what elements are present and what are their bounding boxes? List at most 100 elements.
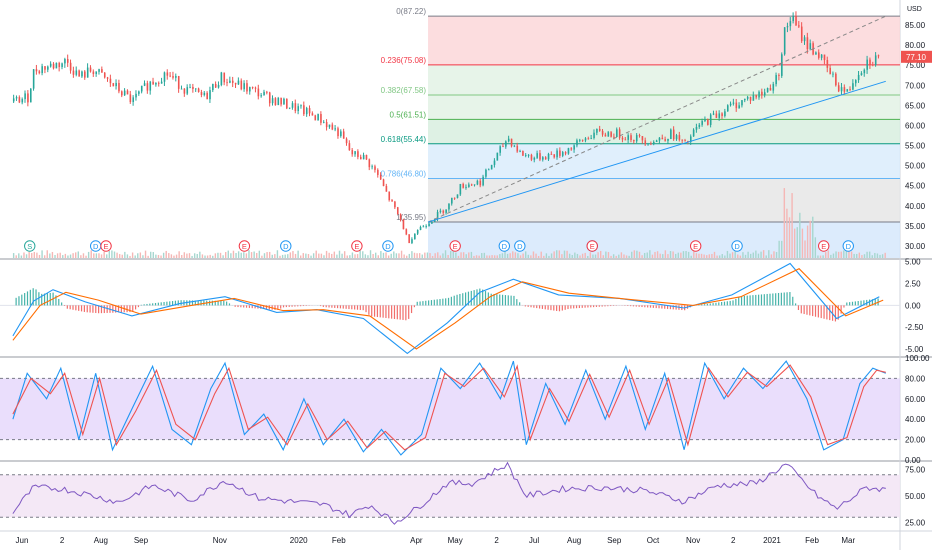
volume-bar xyxy=(626,255,627,258)
candle-body xyxy=(73,71,75,75)
candle-body xyxy=(488,169,490,170)
time-tick-label: Aug xyxy=(567,536,581,545)
volume-bar xyxy=(78,251,79,258)
macd-histogram-bar xyxy=(340,305,341,308)
volume-bar xyxy=(799,213,800,258)
volume-bar xyxy=(367,255,368,258)
macd-histogram-bar xyxy=(548,305,549,309)
volume-bar xyxy=(458,256,459,258)
candle-body xyxy=(403,219,405,229)
volume-bar xyxy=(83,253,84,258)
macd-histogram-bar xyxy=(542,305,543,309)
volume-bar xyxy=(75,252,76,258)
candle-body xyxy=(104,73,106,78)
volume-bar xyxy=(160,256,161,258)
candle-body xyxy=(47,67,49,70)
candle-body xyxy=(565,152,567,154)
event-marker-label: E xyxy=(453,242,458,251)
volume-bar xyxy=(336,255,337,258)
volume-bar xyxy=(675,254,676,258)
volume-bar xyxy=(437,252,438,258)
time-tick-label: Mar xyxy=(841,536,855,545)
volume-bar xyxy=(318,254,319,258)
volume-bar xyxy=(72,253,73,258)
volume-bar xyxy=(16,255,17,258)
macd-histogram-bar xyxy=(806,305,807,314)
macd-histogram-bar xyxy=(374,305,375,316)
candle-body xyxy=(93,72,95,74)
volume-bar xyxy=(528,255,529,258)
macd-histogram-bar xyxy=(394,305,395,319)
macd-histogram-bar xyxy=(852,302,853,306)
candle-body xyxy=(332,125,334,130)
candle-body xyxy=(664,139,666,141)
volume-bar xyxy=(13,253,14,258)
candle-body xyxy=(573,145,575,149)
volume-bar xyxy=(809,221,810,258)
candle-body xyxy=(588,138,590,139)
fib-zone-lower xyxy=(428,222,900,258)
macd-histogram-bar xyxy=(732,300,733,305)
macd-histogram-bar xyxy=(121,305,122,312)
candle-body xyxy=(181,89,183,90)
volume-bar xyxy=(277,250,278,258)
candle-body xyxy=(414,234,416,239)
macd-histogram-bar xyxy=(815,305,816,316)
fibonacci-retracement[interactable]: 0(87.22)0.236(75.08)0.382(67.58)0.5(61.5… xyxy=(381,7,900,258)
macd-histogram-bar xyxy=(758,295,759,306)
volume-bar xyxy=(683,251,684,258)
candle-body xyxy=(218,85,220,88)
volume-bar xyxy=(442,253,443,258)
volume-bar xyxy=(411,251,412,258)
volume-bar xyxy=(365,254,366,258)
macd-histogram-bar xyxy=(704,304,705,305)
candle-body xyxy=(443,211,445,213)
time-tick-label: 2 xyxy=(494,536,499,545)
candle-body xyxy=(650,144,652,145)
macd-histogram-bar xyxy=(644,305,645,307)
macd-histogram-bar xyxy=(752,295,753,305)
candle-body xyxy=(44,66,46,69)
event-marker-label: E xyxy=(104,242,109,251)
candle-body xyxy=(451,198,453,204)
candle-body xyxy=(226,82,228,83)
fib-zone xyxy=(428,119,900,143)
volume-bar xyxy=(680,253,681,258)
volume-bar xyxy=(463,252,464,258)
fib-level-label: 0.5(61.51) xyxy=(390,110,427,119)
volume-bar xyxy=(453,251,454,258)
macd-histogram-bar xyxy=(81,305,82,311)
last-price-label: 77.10 xyxy=(906,53,927,62)
volume-bar xyxy=(372,254,373,258)
candle-body xyxy=(679,135,681,140)
macd-histogram-bar xyxy=(152,303,153,305)
macd-histogram-bar xyxy=(781,293,782,306)
volume-bar xyxy=(308,254,309,258)
volume-bar xyxy=(406,256,407,258)
macd-histogram-bar xyxy=(89,305,90,312)
volume-bar xyxy=(248,250,249,258)
candle-body xyxy=(516,146,518,152)
macd-histogram-bar xyxy=(161,302,162,305)
volume-bar xyxy=(122,255,123,258)
volume-bar xyxy=(215,253,216,258)
volume-bar xyxy=(817,256,818,258)
candle-body xyxy=(653,142,655,144)
volume-bar xyxy=(869,252,870,258)
candle-body xyxy=(278,98,280,105)
candle-body xyxy=(232,81,234,83)
candle-body xyxy=(875,55,877,65)
volume-bar xyxy=(786,209,787,258)
macd-histogram-bar xyxy=(323,305,324,307)
candle-body xyxy=(189,87,191,88)
macd-histogram-bar xyxy=(158,303,159,306)
macd-histogram-bar xyxy=(371,305,372,316)
candle-body xyxy=(241,81,243,90)
candle-body xyxy=(815,52,817,54)
volume-bar xyxy=(838,252,839,258)
volume-bar xyxy=(246,253,247,258)
candle-body xyxy=(562,152,564,156)
macd-histogram-bar xyxy=(169,301,170,305)
macd-histogram-bar xyxy=(425,301,426,306)
macd-histogram-bar xyxy=(795,303,796,305)
